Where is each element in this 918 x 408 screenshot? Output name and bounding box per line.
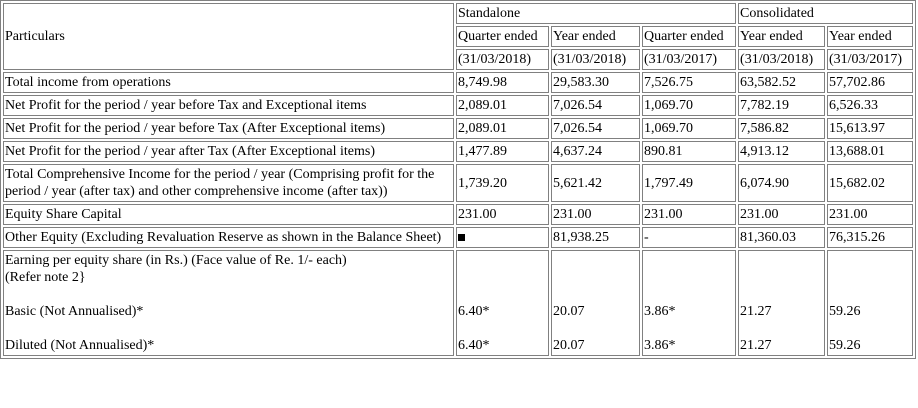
column-period-label: Year ended	[738, 26, 825, 47]
table-cell: 81,360.03	[738, 227, 825, 248]
eps-diluted-label: Diluted (Not Annualised)*	[5, 338, 155, 353]
table-cell: 1,069.70	[641, 118, 737, 139]
column-date-label: (31/03/2018)	[551, 49, 640, 70]
table-cell: 81,938.25	[551, 227, 640, 248]
eps-values-cell: 20.07 20.07	[551, 250, 640, 356]
filled-square-icon	[457, 234, 465, 242]
row-label: Total Comprehensive Income for the perio…	[3, 164, 454, 202]
eps-values-cell: 6.40* 6.40*	[455, 250, 549, 356]
table-row: Equity Share Capital 231.00 231.00 231.0…	[3, 204, 913, 225]
row-label: Equity Share Capital	[3, 204, 454, 225]
table-cell: 231.00	[641, 204, 737, 225]
table-cell: 1,739.20	[455, 164, 549, 202]
table-row: Total Comprehensive Income for the perio…	[3, 164, 913, 202]
column-period-label: Quarter ended	[455, 26, 549, 47]
table-cell: 231.00	[455, 204, 549, 225]
table-cell: 7,026.54	[551, 118, 640, 139]
table-cell: 6,526.33	[826, 95, 913, 116]
column-date-label: (31/03/2017)	[826, 49, 913, 70]
column-period-label: Year ended	[826, 26, 913, 47]
eps-diluted-value: 3.86*	[643, 338, 676, 353]
table-cell: -	[641, 227, 737, 248]
eps-basic-value: 59.26	[828, 304, 861, 319]
table-row: Total income from operations 8,749.98 29…	[3, 72, 913, 93]
table-row: Net Profit for the period / year after T…	[3, 141, 913, 162]
table-cell: 890.81	[641, 141, 737, 162]
consolidated-header: Consolidated	[738, 3, 913, 24]
table-cell: 5,621.42	[551, 164, 640, 202]
eps-basic-value: 21.27	[740, 304, 772, 319]
table-cell: 8,749.98	[455, 72, 549, 93]
eps-basic-value: 3.86*	[643, 304, 676, 319]
financial-results-table: Particulars Standalone Consolidated Quar…	[0, 0, 916, 359]
eps-title: Earning per equity share (in Rs.) (Face …	[5, 253, 347, 268]
table-cell: 15,682.02	[826, 164, 913, 202]
table-row: Net Profit for the period / year before …	[3, 118, 913, 139]
table-cell: 231.00	[738, 204, 825, 225]
table-cell: 57,702.86	[826, 72, 913, 93]
eps-row: Earning per equity share (in Rs.) (Face …	[3, 250, 913, 356]
table-cell: 76,315.26	[826, 227, 913, 248]
table-cell: 231.00	[826, 204, 913, 225]
table-row: Other Equity (Excluding Revaluation Rese…	[3, 227, 913, 248]
table-cell: 2,089.01	[455, 95, 549, 116]
eps-values-cell: 21.27 21.27	[738, 250, 825, 356]
table-cell: 7,026.54	[551, 95, 640, 116]
row-label: Net Profit for the period / year after T…	[3, 141, 454, 162]
table-cell: 7,586.82	[738, 118, 825, 139]
table-cell: 4,913.12	[738, 141, 825, 162]
column-period-label: Quarter ended	[641, 26, 737, 47]
eps-values-cell: 59.26 59.26	[826, 250, 913, 356]
header-row-periods: Quarter ended Year ended Quarter ended Y…	[3, 26, 913, 47]
eps-label-cell: Earning per equity share (in Rs.) (Face …	[3, 250, 454, 356]
eps-diluted-value: 59.26	[828, 338, 861, 353]
table-cell: 1,069.70	[641, 95, 737, 116]
eps-diluted-value: 21.27	[740, 338, 772, 353]
column-date-label: (31/03/2017)	[641, 49, 737, 70]
eps-note: (Refer note 2}	[5, 270, 86, 285]
eps-basic-label: Basic (Not Annualised)*	[5, 304, 144, 319]
standalone-header: Standalone	[455, 3, 737, 24]
header-row-dates: (31/03/2018) (31/03/2018) (31/03/2017) (…	[3, 49, 913, 70]
table-cell: 7,526.75	[641, 72, 737, 93]
eps-diluted-value: 6.40*	[457, 338, 490, 353]
row-label: Total income from operations	[3, 72, 454, 93]
table-cell: 1,797.49	[641, 164, 737, 202]
eps-basic-value: 20.07	[553, 304, 585, 319]
table-cell: 63,582.52	[738, 72, 825, 93]
table-cell: 7,782.19	[738, 95, 825, 116]
table-cell: 15,613.97	[826, 118, 913, 139]
row-label: Other Equity (Excluding Revaluation Rese…	[3, 227, 454, 248]
eps-diluted-value: 20.07	[553, 338, 585, 353]
table-cell: 231.00	[551, 204, 640, 225]
eps-basic-value: 6.40*	[457, 304, 490, 319]
row-label: Net Profit for the period / year before …	[3, 95, 454, 116]
table-cell	[455, 227, 549, 248]
particulars-header: Particulars	[3, 3, 454, 70]
table-cell: 29,583.30	[551, 72, 640, 93]
column-period-label: Year ended	[551, 26, 640, 47]
table-cell: 4,637.24	[551, 141, 640, 162]
header-row-segments: Particulars Standalone Consolidated	[3, 3, 913, 70]
table-cell: 2,089.01	[455, 118, 549, 139]
table-cell: 13,688.01	[826, 141, 913, 162]
eps-values-cell: 3.86* 3.86*	[641, 250, 737, 356]
table-cell: 6,074.90	[738, 164, 825, 202]
table-cell: 1,477.89	[455, 141, 549, 162]
row-label: Net Profit for the period / year before …	[3, 118, 454, 139]
column-date-label: (31/03/2018)	[455, 49, 549, 70]
table-row: Net Profit for the period / year before …	[3, 95, 913, 116]
column-date-label: (31/03/2018)	[738, 49, 825, 70]
